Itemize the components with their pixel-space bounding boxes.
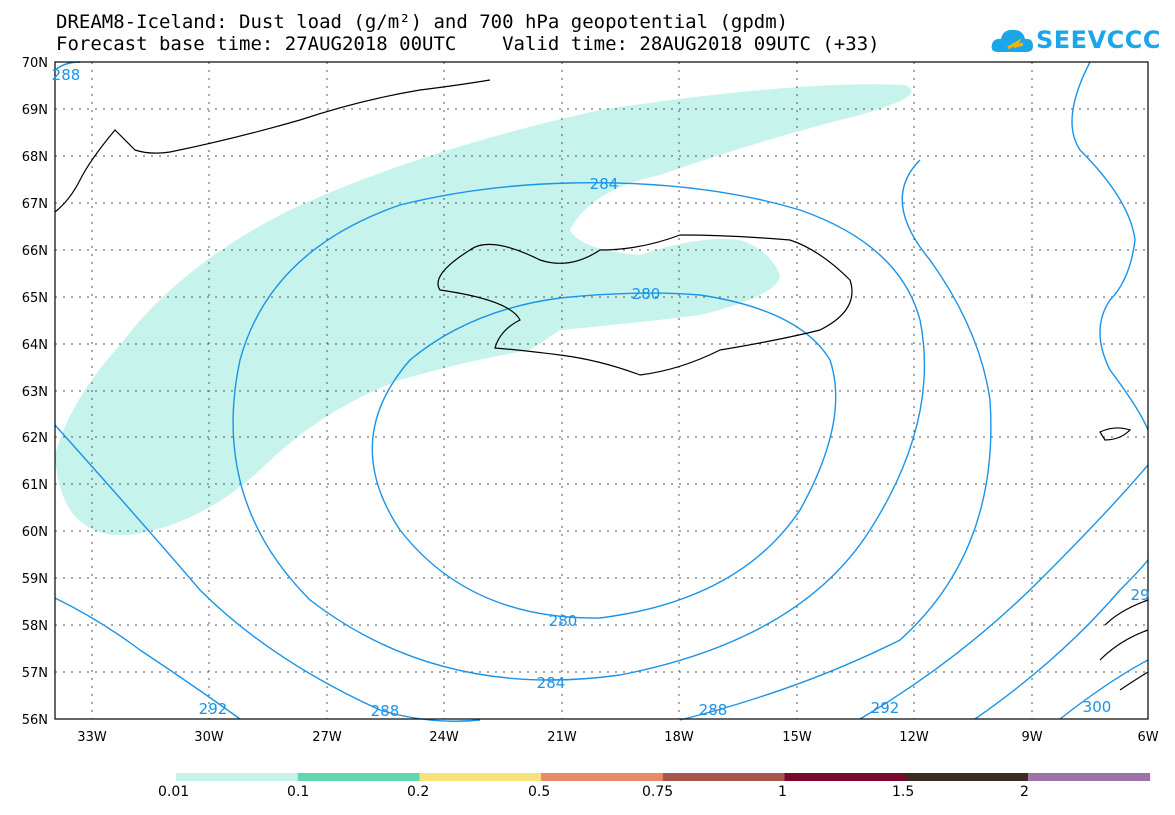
svg-text:60N: 60N [22,525,48,540]
colorbar-segment [1027,773,1151,781]
svg-text:67N: 67N [22,197,48,212]
svg-text:56N: 56N [22,713,48,728]
map-title: DREAM8-Iceland: Dust load (g/m²) and 700… [56,11,789,33]
svg-text:66N: 66N [22,244,48,259]
map-subtitle: Forecast base time: 27AUG2018 00UTC Vali… [56,33,880,55]
colorbar-label: 0.5 [528,784,551,800]
colorbar-segment [297,773,420,781]
logo-text: SEEVCCC [1036,26,1161,54]
colorbar-label: 0.1 [287,784,310,800]
colorbar-segment [541,773,664,781]
svg-text:284: 284 [590,175,619,193]
svg-text:21W: 21W [547,730,577,745]
svg-text:65N: 65N [22,291,48,306]
cloud-logo-icon [991,29,1033,52]
svg-text:6W: 6W [1137,730,1158,745]
svg-text:280: 280 [549,612,578,630]
svg-text:284: 284 [537,674,566,692]
svg-text:57N: 57N [22,666,48,681]
svg-text:27W: 27W [312,730,342,745]
colorbar-segment [419,773,542,781]
svg-text:18W: 18W [664,730,694,745]
colorbar [176,773,1151,781]
dust-field [55,84,912,536]
svg-text:9W: 9W [1021,730,1042,745]
colorbar-segment [906,773,1029,781]
coastlines [54,79,1149,691]
colorbar-label: 0.2 [407,784,430,800]
svg-text:300: 300 [1083,698,1112,716]
colorbar-segment [662,773,785,781]
colorbar-label: 0.75 [642,784,674,800]
norway-coast [1099,599,1149,691]
iceland-coast [437,234,853,376]
svg-text:69N: 69N [22,103,48,118]
svg-text:29: 29 [1130,586,1149,604]
contour-labels: 284 280 280 284 288 288 292 292 300 288 … [52,66,1150,720]
greenland-coast [54,79,491,213]
svg-text:64N: 64N [22,338,48,353]
map-frame [54,61,1149,720]
svg-text:12W: 12W [899,730,929,745]
svg-text:63N: 63N [22,385,48,400]
svg-text:59N: 59N [22,572,48,587]
svg-text:292: 292 [199,700,228,718]
svg-text:58N: 58N [22,619,48,634]
svg-text:61N: 61N [22,478,48,493]
svg-text:68N: 68N [22,150,48,165]
svg-text:30W: 30W [194,730,224,745]
colorbar-label: 1 [778,784,787,800]
svg-text:288: 288 [371,702,400,720]
colorbar-label: 1.5 [892,784,915,800]
svg-text:24W: 24W [429,730,459,745]
svg-text:70N: 70N [22,56,48,71]
svg-text:33W: 33W [77,730,107,745]
svg-text:288: 288 [699,701,728,719]
svg-text:280: 280 [632,285,661,303]
colorbar-segment [784,773,907,781]
colorbar-segment [176,773,299,781]
svg-text:292: 292 [871,699,900,717]
colorbar-label: 2 [1020,784,1029,800]
svg-text:15W: 15W [782,730,812,745]
svg-text:288: 288 [52,66,81,84]
grid-lines [55,62,1148,719]
lon-labels: 33W 30W 27W 24W 21W 18W 15W 12W 9W 6W [77,730,1158,745]
svg-text:62N: 62N [22,431,48,446]
lat-labels: 70N 69N 68N 67N 66N 65N 64N 63N 62N 61N … [22,56,48,728]
colorbar-label: 0.01 [158,784,190,800]
faroe-coast [1099,427,1132,441]
